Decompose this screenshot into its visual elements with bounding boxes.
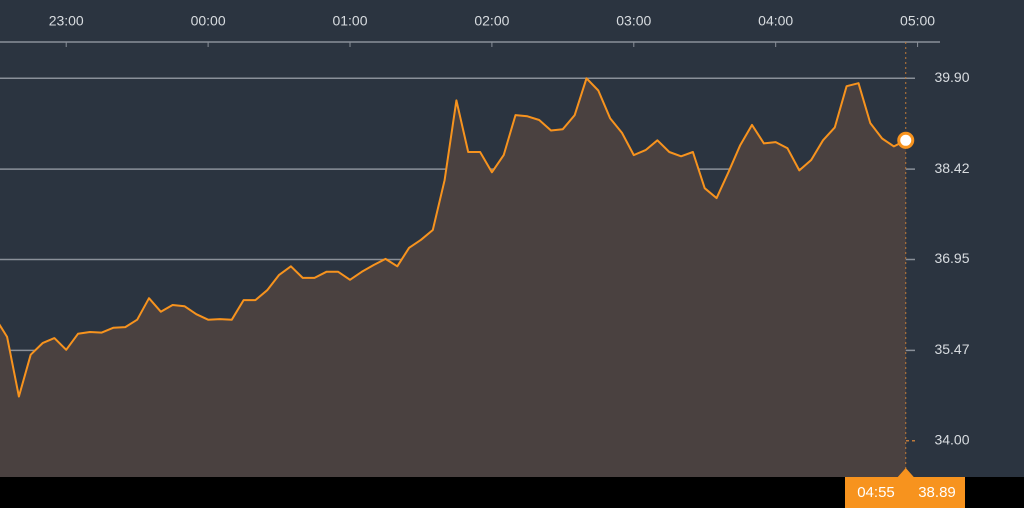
x-tick-label: 02:00 (474, 13, 509, 29)
line (0, 77, 907, 398)
current-value-label: 38.89 (918, 484, 956, 501)
x-tick-label: 03:00 (616, 13, 651, 29)
x-tick-label: 04:00 (758, 13, 793, 29)
y-tick-label: 35.47 (934, 341, 969, 357)
x-tick-label: 01:00 (332, 13, 367, 29)
current-label-box (845, 477, 965, 508)
y-tick-label: 36.95 (934, 250, 969, 266)
current-pointer (897, 468, 914, 477)
x-tick-label: 00:00 (191, 13, 226, 29)
last-point (897, 131, 915, 149)
area (0, 78, 906, 477)
x-tick-label: 23:00 (49, 13, 84, 29)
y-tick-label: 38.42 (934, 160, 969, 176)
y-tick-label: 39.90 (934, 69, 969, 85)
y-tick-label: 34.00 (934, 431, 969, 447)
x-tick-label: 05:00 (900, 13, 935, 29)
current-time-label: 04:55 (857, 484, 895, 501)
